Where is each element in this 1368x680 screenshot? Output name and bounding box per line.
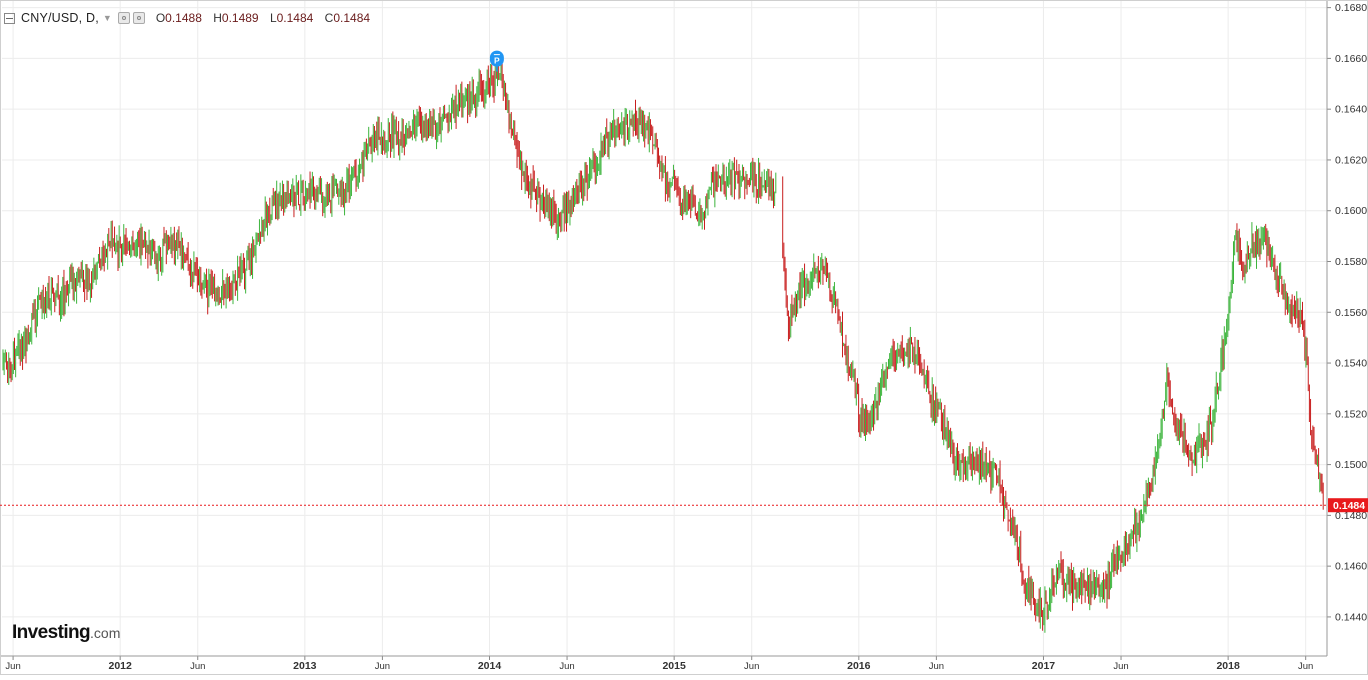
eye-icon[interactable]: [117, 12, 130, 24]
chart-header: CNY/USD, D, ▼ O0.1488 H0.1489 L0.1484 C0…: [4, 8, 378, 28]
y-tick-label: 0.1520: [1335, 408, 1367, 420]
x-tick-label: 2016: [847, 660, 871, 672]
investing-logo: Investing.com: [12, 622, 120, 644]
y-tick-label: 0.1620: [1335, 154, 1367, 166]
candles-group: [2, 55, 1324, 633]
brand-suffix: .com: [90, 625, 121, 641]
ohlc-open: O0.1488: [155, 11, 202, 25]
x-tick-label: Jun: [929, 661, 944, 672]
marker-label: P: [494, 56, 500, 66]
last-price-label: 0.1484: [1333, 500, 1365, 512]
y-tick-label: 0.1540: [1335, 358, 1367, 370]
ohlc-close: C0.1484: [324, 11, 371, 25]
x-tick-label: Jun: [559, 661, 574, 672]
y-tick-label: 0.1580: [1335, 256, 1367, 268]
settings-icon[interactable]: [132, 12, 145, 24]
x-tick-label: Jun: [5, 661, 20, 672]
x-tick-label: 2018: [1216, 660, 1240, 672]
x-tick-label: Jun: [190, 661, 205, 672]
x-tick-label: Jun: [1298, 661, 1313, 672]
y-tick-label: 0.1500: [1335, 459, 1367, 471]
x-tick-label: 2014: [478, 660, 502, 672]
ohlc-high: H0.1489: [213, 11, 259, 25]
y-tick-label: 0.1600: [1335, 205, 1367, 217]
y-tick-label: 0.1640: [1335, 104, 1367, 116]
x-tick-label: 2013: [293, 660, 317, 672]
ohlc-low: L0.1484: [269, 11, 314, 25]
marker-pin-icon[interactable]: [489, 50, 504, 67]
y-tick-label: 0.1560: [1335, 307, 1367, 319]
x-tick-label: Jun: [744, 661, 759, 672]
brand-name: Investing: [12, 622, 91, 643]
x-tick-label: Jun: [375, 661, 390, 672]
y-tick-label: 0.1660: [1335, 53, 1367, 65]
symbol-label[interactable]: CNY/USD, D,: [21, 11, 99, 25]
last-price-badge: [1328, 498, 1368, 513]
x-tick-label: 2017: [1032, 660, 1056, 672]
x-tick-label: 2015: [662, 660, 686, 672]
x-tick-label: Jun: [1113, 661, 1128, 672]
ohlc-readout: O0.1488 H0.1489 L0.1484 C0.1484: [156, 11, 378, 25]
x-tick-label: 2012: [109, 660, 133, 672]
collapse-icon[interactable]: [4, 12, 15, 24]
y-tick-label: 0.1460: [1335, 561, 1367, 573]
y-tick-label: 0.1440: [1335, 611, 1367, 623]
y-tick-label: 0.1680: [1335, 2, 1367, 14]
y-tick-label: 0.1480: [1335, 510, 1367, 522]
chevron-down-icon[interactable]: ▼: [102, 13, 112, 23]
